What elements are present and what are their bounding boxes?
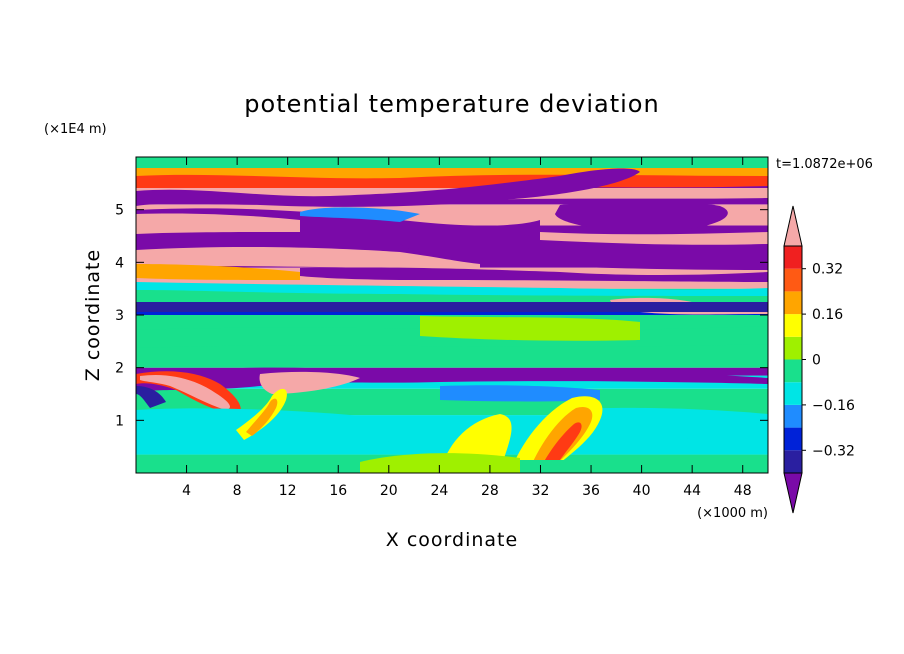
x-tick-label: 44 — [683, 483, 701, 499]
y-tick-label: 4 — [115, 255, 124, 271]
colorbar-segment — [784, 382, 802, 405]
contour-region — [136, 386, 166, 408]
x-tick-label: 20 — [380, 483, 398, 499]
y-axis: 1 2 3 4 5 — [115, 203, 768, 429]
colorbar-segment — [784, 427, 802, 451]
colorbar-tick-label: −0.16 — [812, 398, 855, 414]
y-tick-label: 1 — [115, 413, 124, 429]
contour-region — [140, 374, 230, 410]
cold-anomaly — [300, 267, 768, 282]
colorbar-segment — [784, 314, 802, 337]
colorbar-segment — [784, 450, 802, 473]
contour-region — [246, 398, 278, 436]
x-tick-label: 24 — [430, 483, 448, 499]
contour-features — [136, 168, 768, 473]
contour-region — [360, 453, 520, 473]
colorbar-tick-label: −0.32 — [812, 443, 855, 459]
y-unit-label: (×1E4 m) — [44, 122, 107, 137]
contour-region — [136, 282, 768, 296]
contour-region — [560, 407, 768, 440]
x-tick-label: 4 — [182, 483, 191, 499]
y-tick-label: 2 — [115, 361, 124, 377]
colorbar-segment — [784, 291, 802, 315]
chart-title: potential temperature deviation — [244, 90, 659, 118]
contour-region — [136, 246, 480, 272]
cold-anomaly — [136, 168, 640, 207]
contour-region — [259, 371, 360, 394]
y-axis-label: Z coordinate — [82, 249, 104, 381]
colorbar-segment — [784, 268, 802, 292]
x-axis: 4 8 12 16 20 24 28 32 36 40 44 48 — [182, 157, 752, 499]
colorbar-segment — [784, 404, 802, 428]
contour-region — [136, 213, 300, 234]
colorbar: 0.32 0.16 0 −0.16 −0.32 — [783, 205, 855, 514]
cold-anomaly — [555, 200, 728, 232]
y-tick-label: 3 — [115, 308, 124, 324]
x-tick-label: 12 — [279, 483, 297, 499]
contour-region — [300, 207, 420, 222]
colorbar-tick-label: 0.32 — [812, 262, 843, 278]
contour-region — [540, 232, 768, 245]
colorbar-tick-label: 0 — [812, 353, 821, 369]
contour-region — [420, 316, 640, 341]
x-unit-label: (×1000 m) — [697, 506, 768, 521]
x-tick-label: 36 — [582, 483, 600, 499]
x-tick-label: 28 — [481, 483, 499, 499]
x-tick-label: 16 — [329, 483, 347, 499]
contour-region — [136, 302, 768, 312]
colorbar-extend-high — [783, 205, 803, 247]
cold-anomaly — [400, 244, 768, 270]
y-tick-label: 5 — [115, 203, 124, 219]
contour-region — [136, 264, 300, 280]
x-axis-label: X coordinate — [386, 529, 518, 551]
colorbar-extend-low — [783, 472, 803, 514]
x-tick-label: 40 — [633, 483, 651, 499]
contour-region — [136, 408, 500, 444]
colorbar-segment — [784, 336, 802, 360]
colorbar-segment — [784, 359, 802, 383]
colorbar-segment — [784, 246, 802, 269]
x-tick-label: 8 — [233, 483, 242, 499]
contour-region — [440, 385, 600, 402]
colorbar-tick-label: 0.16 — [812, 307, 843, 323]
x-tick-label: 32 — [532, 483, 550, 499]
time-label: t=1.0872e+06 — [776, 157, 873, 172]
x-tick-label: 48 — [734, 483, 752, 499]
